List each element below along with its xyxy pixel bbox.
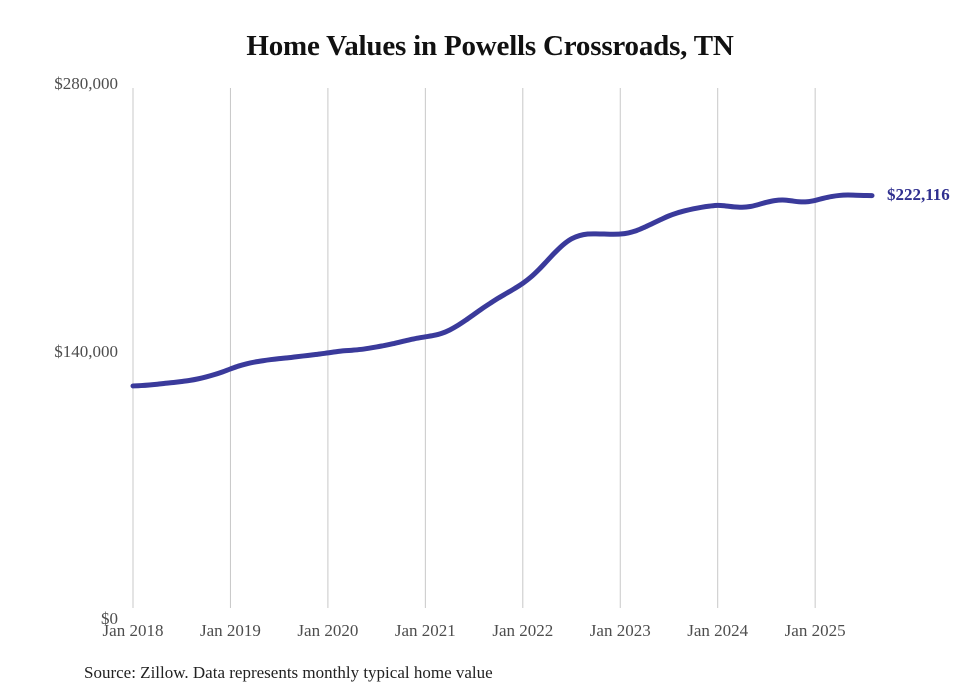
source-note: Source: Zillow. Data represents monthly … (84, 663, 493, 682)
y-axis-label-140000: $140,000 (54, 341, 118, 361)
x-axis-label-jan-2020: Jan 2020 (297, 621, 359, 640)
series-line-typical-home-value (130, 192, 875, 389)
x-axis-label-jan-2025: Jan 2025 (784, 621, 846, 640)
x-axis-label-jan-2018: Jan 2018 (102, 621, 164, 640)
y-axis-label-280000: $280,000 (54, 74, 118, 93)
gridlines (132, 88, 816, 608)
x-axis-label-jan-2019: Jan 2019 (199, 621, 261, 640)
series-lines (130, 192, 875, 389)
x-axis-label-jan-2023: Jan 2023 (589, 621, 651, 640)
x-axis-label-jan-2021: Jan 2021 (394, 621, 456, 640)
chart-title: Home Values in Powells Crossroads, TN (246, 30, 734, 62)
x-axis-label-jan-2022: Jan 2022 (492, 621, 554, 640)
y-axis-label-0: $0 (101, 609, 118, 628)
x-axis-label-jan-2024: Jan 2024 (687, 621, 749, 640)
end-point-value-label: $222,116 (887, 184, 950, 204)
